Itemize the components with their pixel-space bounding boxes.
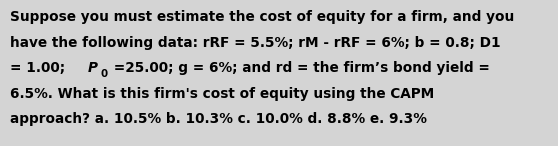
Text: approach? a. 10.5% b. 10.3% c. 10.0% d. 8.8% e. 9.3%: approach? a. 10.5% b. 10.3% c. 10.0% d. … (10, 112, 427, 126)
Text: Suppose you must estimate the cost of equity for a firm, and you: Suppose you must estimate the cost of eq… (10, 10, 514, 24)
Text: =25.00; g = 6%; and rd = the firm’s bond yield =: =25.00; g = 6%; and rd = the firm’s bond… (109, 61, 490, 75)
Text: have the following data: rRF = 5.5%; rM - rRF = 6%; b = 0.8; D1: have the following data: rRF = 5.5%; rM … (10, 36, 501, 50)
Text: P: P (87, 61, 97, 75)
Text: = 1.00;: = 1.00; (10, 61, 70, 75)
Text: 6.5%. What is this firm's cost of equity using the CAPM: 6.5%. What is this firm's cost of equity… (10, 87, 434, 101)
Text: 0: 0 (100, 69, 107, 79)
